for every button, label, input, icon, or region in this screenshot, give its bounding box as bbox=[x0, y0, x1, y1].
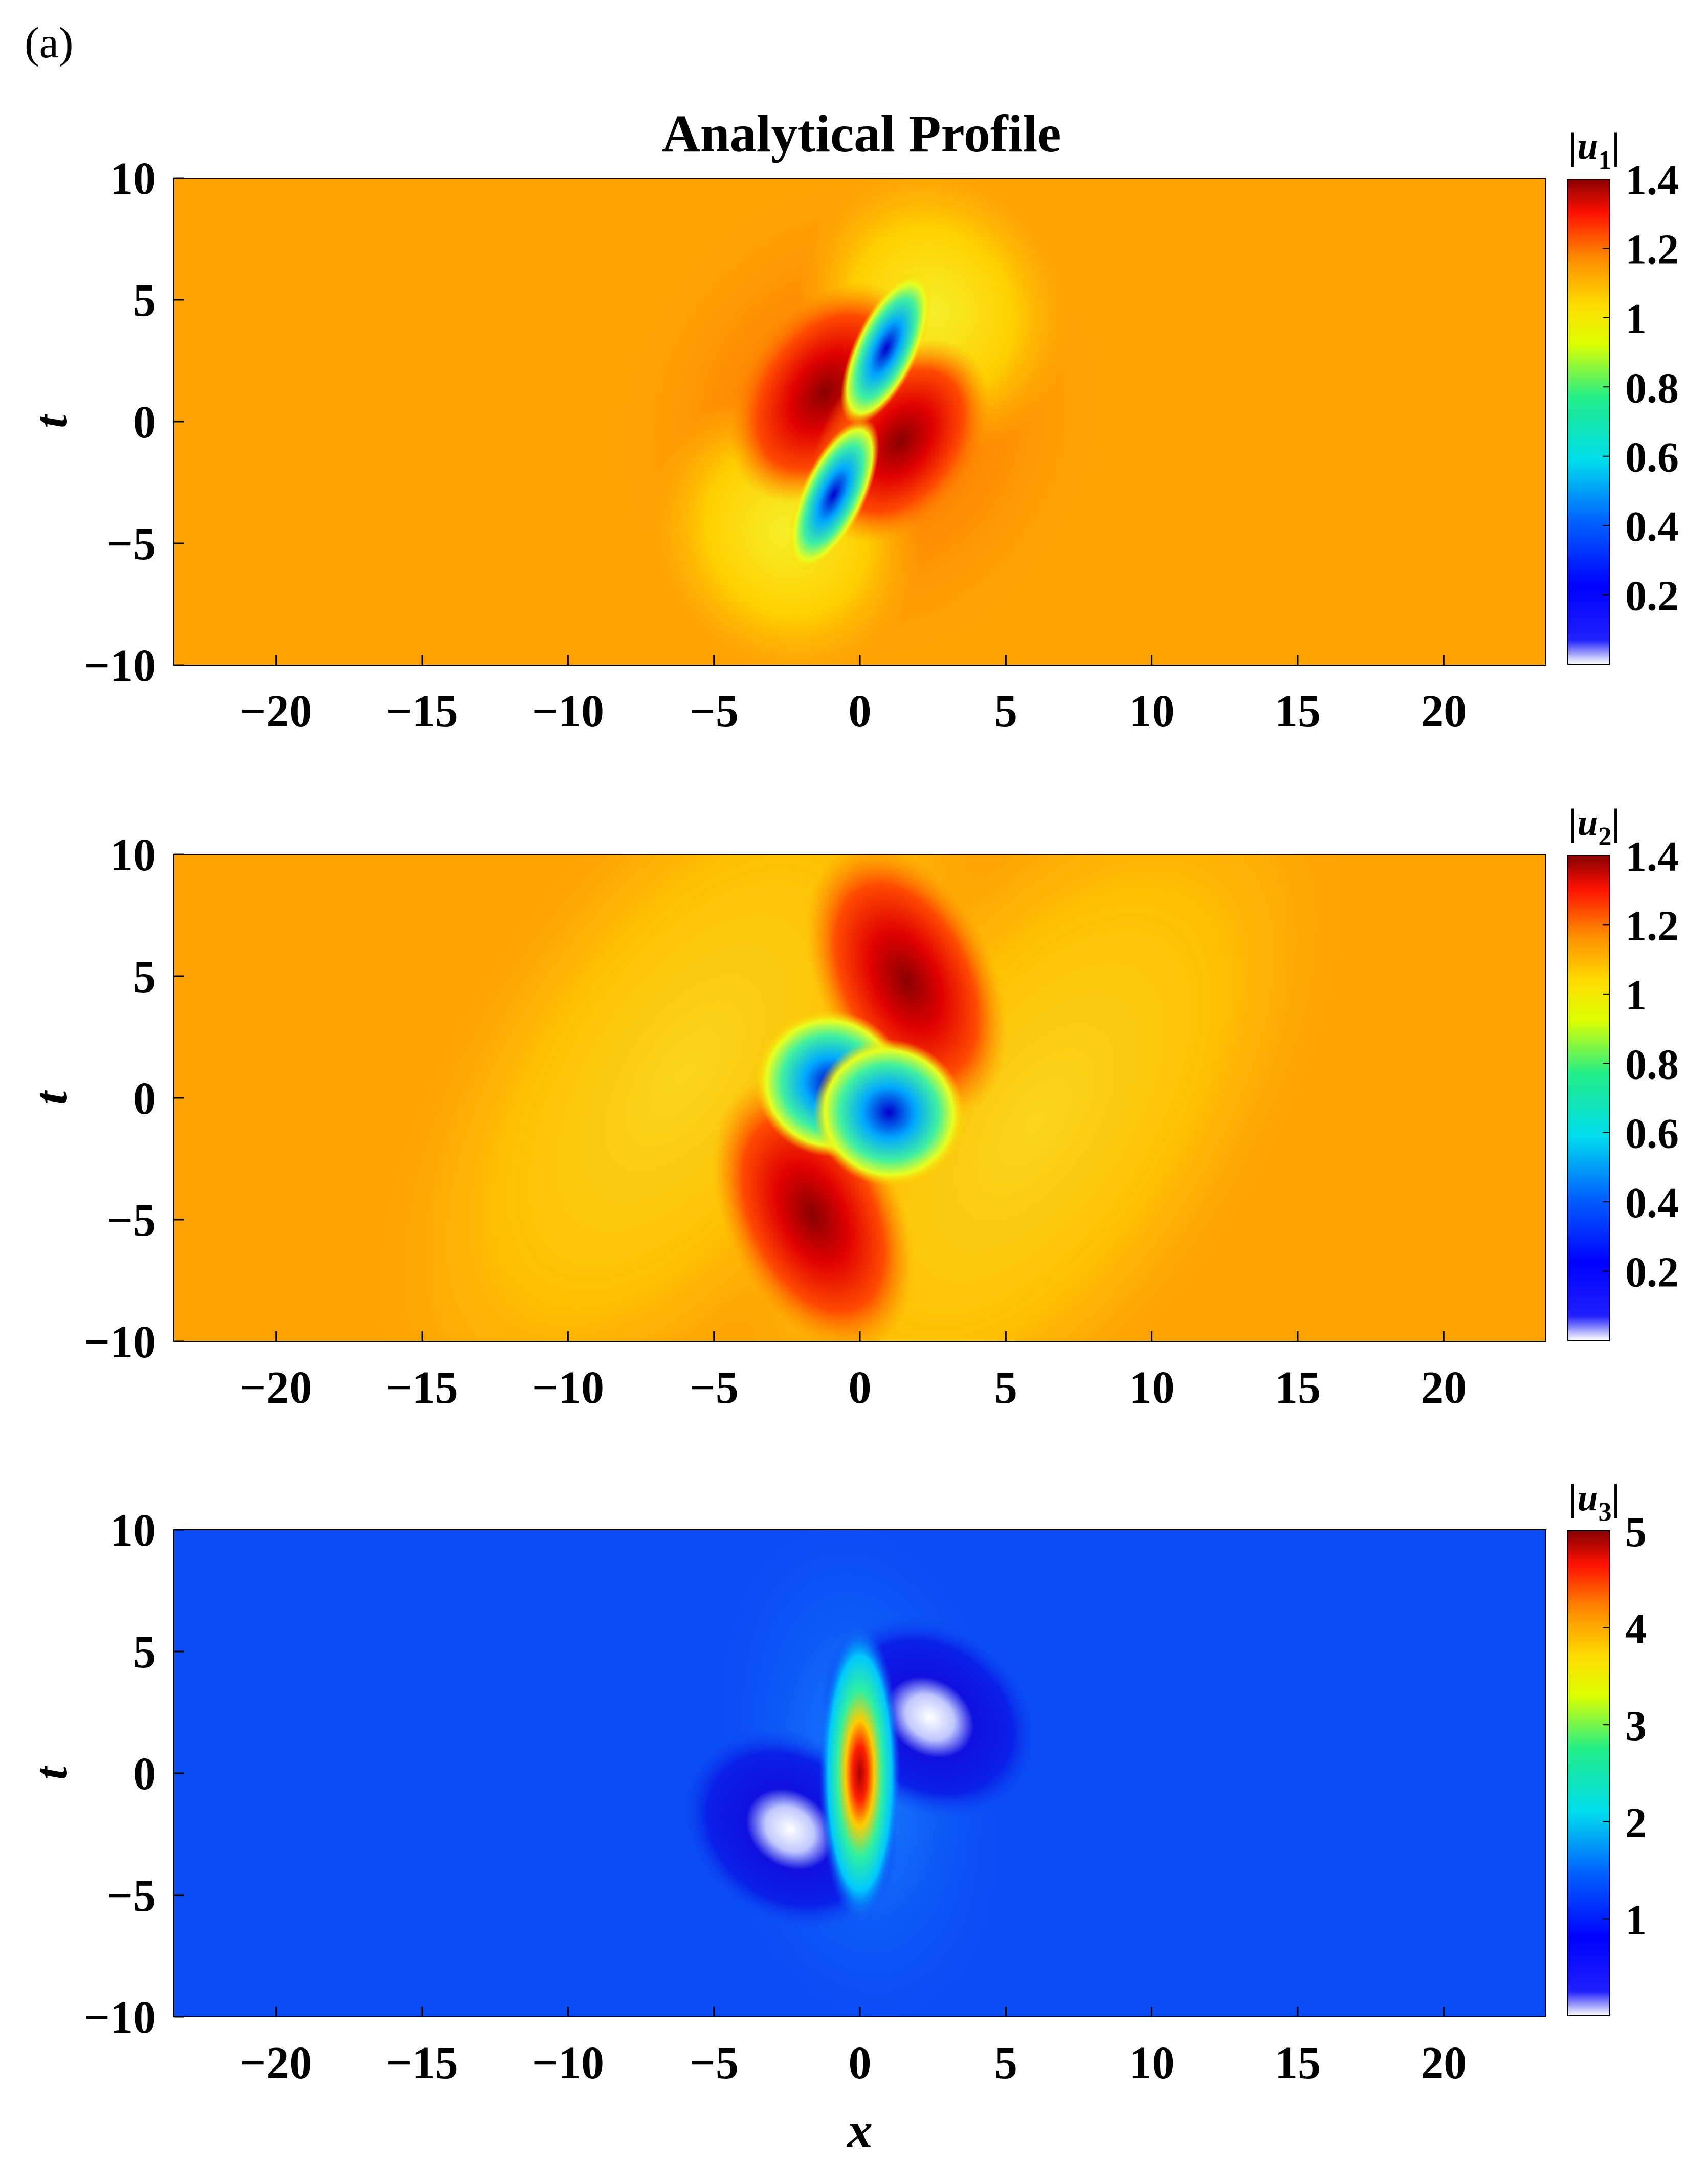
x-tick-label: 10 bbox=[1129, 2038, 1175, 2088]
x-tick-label: −20 bbox=[240, 2038, 312, 2088]
colorbar-tick-label: 1 bbox=[1625, 1896, 1647, 1944]
panel-u2: −20 −15 −10 −5 0 5 10 15 20 10 5 0 −5 −10 t 1.4 1.2 1 0.8 0… bbox=[25, 802, 1679, 1413]
x-tick-label: −5 bbox=[690, 1362, 739, 1413]
y-tick-label: 0 bbox=[133, 1073, 156, 1124]
central-peak bbox=[819, 1622, 901, 1925]
heatmap-field-u2 bbox=[376, 854, 1344, 1341]
x-tick-label: −10 bbox=[532, 2038, 604, 2088]
y-tick-label: 5 bbox=[133, 275, 156, 326]
x-tick-label: −10 bbox=[532, 1362, 604, 1413]
x-tick-label: −15 bbox=[386, 686, 458, 737]
y-tick-label: −5 bbox=[107, 519, 156, 569]
x-tick-label: 15 bbox=[1275, 1362, 1321, 1413]
heatmap-field-u3 bbox=[680, 1530, 1040, 2017]
y-tick-label: 5 bbox=[133, 1627, 156, 1678]
colorbar-tick-label: 0.8 bbox=[1625, 364, 1679, 412]
x-tick-label: −20 bbox=[240, 686, 312, 737]
x-tick-label: 10 bbox=[1129, 686, 1175, 737]
panels: −20 −15 −10 −5 0 5 10 15 201050−5−10t1.41.210.80… bbox=[25, 125, 1679, 2159]
panel-u1: −20 −15 −10 −5 0 5 10 15 20 10 5 0 −5 −10 t 1.4 1.2 1 0.8 0… bbox=[25, 125, 1679, 737]
x-tick-label: 20 bbox=[1421, 1362, 1467, 1413]
y-tick-label: 5 bbox=[133, 952, 156, 1002]
y-tick-label: −5 bbox=[107, 1870, 156, 1921]
colorbar-tick-label: 0.2 bbox=[1625, 572, 1679, 620]
blue-lobe-right bbox=[813, 1039, 965, 1186]
y-tick-label: −10 bbox=[84, 1992, 156, 2043]
colorbar-tick-label: 0.8 bbox=[1625, 1041, 1679, 1088]
x-tick-label: −20 bbox=[240, 1362, 312, 1413]
y-tick-label: 10 bbox=[110, 1505, 156, 1556]
figure-label: (a) bbox=[25, 18, 73, 67]
x-tick-label: 0 bbox=[849, 2038, 872, 2088]
colorbar-tick-label: 0.2 bbox=[1625, 1249, 1679, 1296]
colorbar-label-u2: |u2| bbox=[1569, 802, 1620, 851]
y-tick-label: −10 bbox=[84, 641, 156, 691]
y-axis-label: t bbox=[25, 414, 77, 428]
y-tick-label: −10 bbox=[84, 1317, 156, 1368]
colorbar-tick-label: 1.2 bbox=[1625, 902, 1679, 950]
x-tick-label: 0 bbox=[849, 1362, 872, 1413]
blue-lobe-upper bbox=[840, 272, 932, 425]
colorbar-tick-label: 2 bbox=[1625, 1799, 1647, 1847]
colorbar-label-u1: |u1| bbox=[1569, 125, 1620, 175]
figure-title: Analytical Profile bbox=[662, 104, 1061, 163]
x-axis-label: x bbox=[846, 2102, 873, 2159]
colorbar-tick-label: 1 bbox=[1625, 972, 1647, 1019]
x-tick-label: 20 bbox=[1421, 2038, 1467, 2088]
x-tick-label: −10 bbox=[532, 686, 604, 737]
x-tick-label: 15 bbox=[1275, 2038, 1321, 2088]
heatmap-field-u1 bbox=[621, 178, 1099, 665]
x-tick-label: 20 bbox=[1421, 686, 1467, 737]
colorbar-tick-label: 1.4 bbox=[1625, 157, 1679, 204]
x-tick-label: 5 bbox=[994, 2038, 1017, 2088]
y-tick-label: 0 bbox=[133, 1749, 156, 1799]
colorbar-label-u3: |u3| bbox=[1569, 1477, 1620, 1527]
colorbar-tick-label: 0.6 bbox=[1625, 1110, 1679, 1158]
x-tick-label: −5 bbox=[690, 686, 739, 737]
x-tick-label: 15 bbox=[1275, 686, 1321, 737]
y-axis-label: t bbox=[25, 1766, 77, 1780]
x-tick-label: 0 bbox=[849, 686, 872, 737]
y-tick-label: 0 bbox=[133, 397, 156, 448]
x-tick-label: −15 bbox=[386, 1362, 458, 1413]
y-axis-label: t bbox=[25, 1090, 77, 1105]
colorbar-tick-label: 0.6 bbox=[1625, 434, 1679, 481]
y-tick-label: 10 bbox=[110, 830, 156, 880]
colorbar-tick-label: 1.2 bbox=[1625, 226, 1679, 273]
x-tick-label: −15 bbox=[386, 2038, 458, 2088]
colorbar-tick-label: 0.4 bbox=[1625, 503, 1679, 550]
colorbar-tick-label: 5 bbox=[1625, 1508, 1647, 1556]
colorbar-tick-label: 0.4 bbox=[1625, 1179, 1679, 1227]
colorbar-tick-label: 3 bbox=[1625, 1702, 1647, 1750]
colorbar-tick-label: 1 bbox=[1625, 295, 1647, 343]
x-tick-label: 5 bbox=[994, 686, 1017, 737]
blue-lobe-lower bbox=[788, 418, 879, 571]
colorbar-u2 bbox=[1567, 855, 1610, 1341]
x-tick-label: −5 bbox=[690, 2038, 739, 2088]
colorbar-tick-label: 1.4 bbox=[1625, 833, 1679, 880]
colorbar-u3 bbox=[1567, 1530, 1610, 2016]
y-tick-label: 10 bbox=[110, 153, 156, 204]
panel-u3: −20 −15 −10 −5 0 5 10 15 20 10 5 0 −5 −10 t x 5 4 3 2 1 |u3| bbox=[25, 1477, 1647, 2159]
colorbar-tick-label: 4 bbox=[1625, 1605, 1647, 1653]
x-tick-label: 5 bbox=[994, 1362, 1017, 1413]
colorbar-u1 bbox=[1567, 179, 1610, 665]
x-tick-label: 10 bbox=[1129, 1362, 1175, 1413]
y-tick-label: −5 bbox=[107, 1195, 156, 1246]
